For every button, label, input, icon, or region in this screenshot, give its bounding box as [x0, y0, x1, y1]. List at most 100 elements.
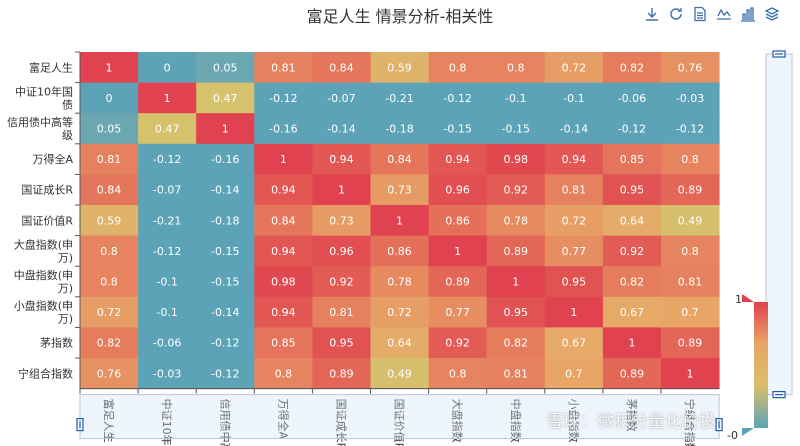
download-icon[interactable] — [644, 6, 660, 22]
heatmap-cell[interactable] — [428, 266, 488, 298]
heatmap-cell[interactable] — [544, 296, 604, 328]
heatmap-cell[interactable] — [254, 82, 313, 114]
heatmap-cell[interactable] — [486, 235, 546, 267]
heatmap-cell[interactable] — [254, 266, 313, 298]
line-chart-icon[interactable] — [716, 6, 732, 22]
heatmap-cell[interactable] — [428, 52, 488, 84]
heatmap-cell[interactable] — [138, 296, 197, 328]
heatmap-cell[interactable] — [254, 358, 313, 390]
heatmap-cell[interactable] — [312, 113, 371, 145]
heatmap-cell[interactable] — [544, 52, 604, 84]
heatmap-cell[interactable] — [486, 358, 546, 390]
heatmap-cell[interactable] — [196, 174, 255, 206]
heatmap-cell[interactable] — [196, 327, 255, 359]
heatmap-cell[interactable] — [312, 205, 371, 237]
heatmap-cell[interactable] — [370, 327, 430, 359]
heatmap-cell[interactable] — [486, 52, 546, 84]
heatmap-cell[interactable] — [661, 296, 720, 328]
heatmap-cell[interactable] — [661, 358, 720, 390]
heatmap-cell[interactable] — [254, 235, 313, 267]
heatmap-cell[interactable] — [602, 296, 662, 328]
heatmap-cell[interactable] — [486, 174, 546, 206]
heatmap-cell[interactable] — [80, 174, 139, 206]
heatmap-cell[interactable] — [370, 143, 430, 175]
heatmap-cell[interactable] — [544, 82, 604, 114]
heatmap-cell[interactable] — [661, 82, 720, 114]
heatmap-cell[interactable] — [661, 327, 720, 359]
heatmap-cell[interactable] — [254, 174, 313, 206]
heatmap-cell[interactable] — [138, 52, 197, 84]
heatmap-cell[interactable] — [312, 143, 371, 175]
heatmap-cell[interactable] — [80, 113, 139, 145]
heatmap-cell[interactable] — [428, 205, 488, 237]
heatmap-cell[interactable] — [254, 143, 313, 175]
heatmap-cell[interactable] — [602, 327, 662, 359]
heatmap-cell[interactable] — [544, 358, 604, 390]
bar-chart-icon[interactable] — [740, 6, 756, 22]
heatmap-cell[interactable] — [80, 82, 139, 114]
heatmap-cell[interactable] — [312, 327, 371, 359]
heatmap-cell[interactable] — [428, 113, 488, 145]
heatmap-cell[interactable] — [370, 52, 430, 84]
heatmap-cell[interactable] — [80, 143, 139, 175]
heatmap-cell[interactable] — [428, 296, 488, 328]
heatmap-cell[interactable] — [370, 205, 430, 237]
heatmap-cell[interactable] — [661, 52, 720, 84]
heatmap-cell[interactable] — [370, 174, 430, 206]
heatmap-cell[interactable] — [312, 358, 371, 390]
heatmap-cell[interactable] — [486, 205, 546, 237]
heatmap-cell[interactable] — [254, 52, 313, 84]
heatmap-cell[interactable] — [196, 113, 255, 145]
data-view-icon[interactable] — [692, 6, 708, 22]
heatmap-cell[interactable] — [486, 113, 546, 145]
heatmap-cell[interactable] — [80, 205, 139, 237]
heatmap-cell[interactable] — [80, 327, 139, 359]
refresh-icon[interactable] — [668, 6, 684, 22]
heatmap-cell[interactable] — [428, 235, 488, 267]
heatmap-cell[interactable] — [138, 266, 197, 298]
heatmap-cell[interactable] — [370, 113, 430, 145]
heatmap-cell[interactable] — [370, 235, 430, 267]
heatmap-cell[interactable] — [428, 358, 488, 390]
heatmap-cell[interactable] — [80, 266, 139, 298]
heatmap-cell[interactable] — [486, 296, 546, 328]
heatmap-cell[interactable] — [602, 235, 662, 267]
heatmap-cell[interactable] — [428, 82, 488, 114]
heatmap-cell[interactable] — [196, 296, 255, 328]
heatmap-cell[interactable] — [661, 235, 720, 267]
heatmap-cell[interactable] — [544, 327, 604, 359]
heatmap-cell[interactable] — [312, 266, 371, 298]
heatmap-cell[interactable] — [196, 266, 255, 298]
heatmap-cell[interactable] — [602, 174, 662, 206]
heatmap-cell[interactable] — [196, 235, 255, 267]
heatmap-cell[interactable] — [370, 82, 430, 114]
heatmap-cell[interactable] — [138, 205, 197, 237]
visual-map-handle-top[interactable] — [742, 294, 754, 302]
heatmap-cell[interactable] — [428, 327, 488, 359]
heatmap-cell[interactable] — [138, 113, 197, 145]
heatmap-cell[interactable] — [602, 143, 662, 175]
heatmap-cell[interactable] — [661, 113, 720, 145]
heatmap-cell[interactable] — [196, 52, 255, 84]
heatmap-cell[interactable] — [370, 296, 430, 328]
heatmap-cell[interactable] — [254, 113, 313, 145]
heatmap-cell[interactable] — [196, 358, 255, 390]
heatmap-cell[interactable] — [196, 143, 255, 175]
heatmap-cell[interactable] — [138, 327, 197, 359]
heatmap-cell[interactable] — [428, 143, 488, 175]
visual-map-handle-bottom[interactable] — [742, 428, 754, 436]
heatmap-cell[interactable] — [196, 205, 255, 237]
stack-icon[interactable] — [764, 6, 780, 22]
y-data-zoom[interactable] — [765, 50, 793, 399]
heatmap-cell[interactable] — [486, 82, 546, 114]
heatmap-cell[interactable] — [544, 174, 604, 206]
heatmap-cell[interactable] — [544, 113, 604, 145]
heatmap-cell[interactable] — [661, 174, 720, 206]
heatmap-cell[interactable] — [661, 266, 720, 298]
heatmap-cell[interactable] — [138, 174, 197, 206]
heatmap-cell[interactable] — [80, 358, 139, 390]
heatmap-cell[interactable] — [486, 266, 546, 298]
heatmap-cell[interactable] — [486, 327, 546, 359]
heatmap-cell[interactable] — [544, 266, 604, 298]
heatmap-cell[interactable] — [254, 296, 313, 328]
